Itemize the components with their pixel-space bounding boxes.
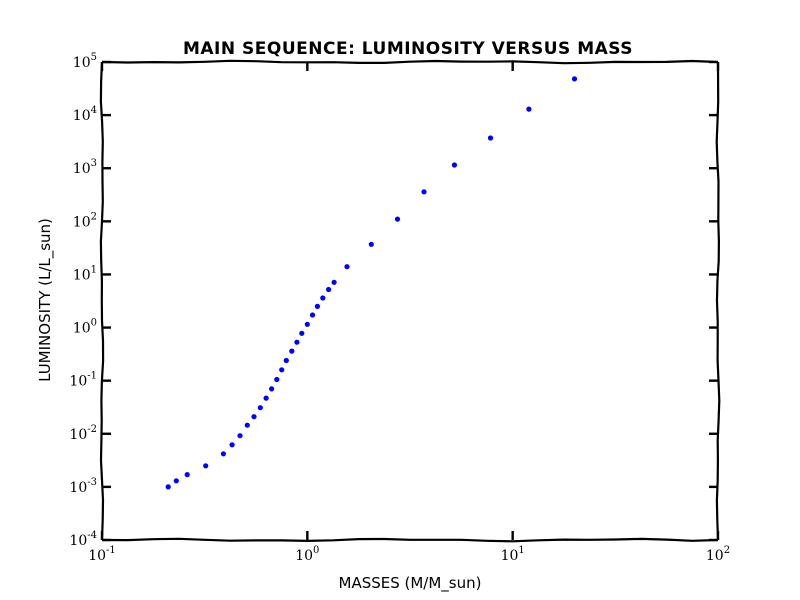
data-point <box>299 330 305 336</box>
data-point <box>526 106 532 112</box>
data-point <box>451 162 457 168</box>
x-tick-labels: 10-1 100 101 102 <box>88 545 730 564</box>
y-tick-label: 104 <box>73 105 97 124</box>
data-point <box>165 484 171 490</box>
data-point <box>344 264 350 270</box>
x-tick-label: 102 <box>706 545 730 564</box>
y-tick-labels: 10-4 10-3 10-2 10-1 100 101 102 103 104 105 <box>69 52 97 549</box>
data-point <box>368 241 374 247</box>
data-point <box>294 339 300 345</box>
y-tick-label: 10-3 <box>69 477 97 496</box>
y-tick-label: 101 <box>73 264 97 283</box>
y-tick-label: 105 <box>73 52 97 71</box>
frame-right <box>715 61 721 541</box>
data-point <box>320 295 326 301</box>
y-tick-label: 10-1 <box>69 371 97 390</box>
x-axis-label: MASSES (M/M_sun) <box>339 574 482 593</box>
y-tick-label: 100 <box>73 318 97 337</box>
data-point <box>283 357 289 364</box>
data-point <box>309 312 316 318</box>
data-point <box>220 451 226 457</box>
data-point <box>251 414 257 420</box>
x-tick-label: 101 <box>501 545 525 564</box>
data-point <box>184 472 190 478</box>
data-point <box>173 478 179 484</box>
data-point <box>274 376 280 383</box>
data-point <box>326 286 332 293</box>
data-point <box>304 321 310 327</box>
y-tick-label: 103 <box>73 158 97 177</box>
data-point <box>279 367 285 373</box>
y-tick-label: 10-2 <box>69 424 97 443</box>
data-point <box>289 348 295 354</box>
data-point <box>394 216 401 222</box>
chart-title: MAIN SEQUENCE: LUMINOSITY VERSUS MASS <box>183 39 633 59</box>
x-tick-label: 10-1 <box>88 545 116 564</box>
data-point <box>421 189 427 195</box>
axis-ticks <box>100 60 720 542</box>
data-point <box>263 395 269 401</box>
y-tick-label: 10-4 <box>69 530 97 549</box>
data-point <box>314 303 320 309</box>
y-axis-label: LUMINOSITY (L/L_sun) <box>36 218 55 382</box>
data-points <box>165 76 578 490</box>
frame-top <box>101 59 719 65</box>
data-point <box>269 386 275 392</box>
y-tick-label: 102 <box>73 211 97 230</box>
data-point <box>237 433 243 439</box>
data-point <box>487 135 494 141</box>
data-point <box>203 463 209 469</box>
frame-left <box>99 61 105 541</box>
data-point <box>571 76 578 82</box>
data-point <box>331 279 337 285</box>
data-point <box>257 405 263 411</box>
x-tick-label: 100 <box>295 545 319 564</box>
data-point <box>244 422 250 428</box>
plot-frame <box>99 59 721 543</box>
frame-bottom <box>101 537 719 543</box>
data-point <box>229 442 235 448</box>
